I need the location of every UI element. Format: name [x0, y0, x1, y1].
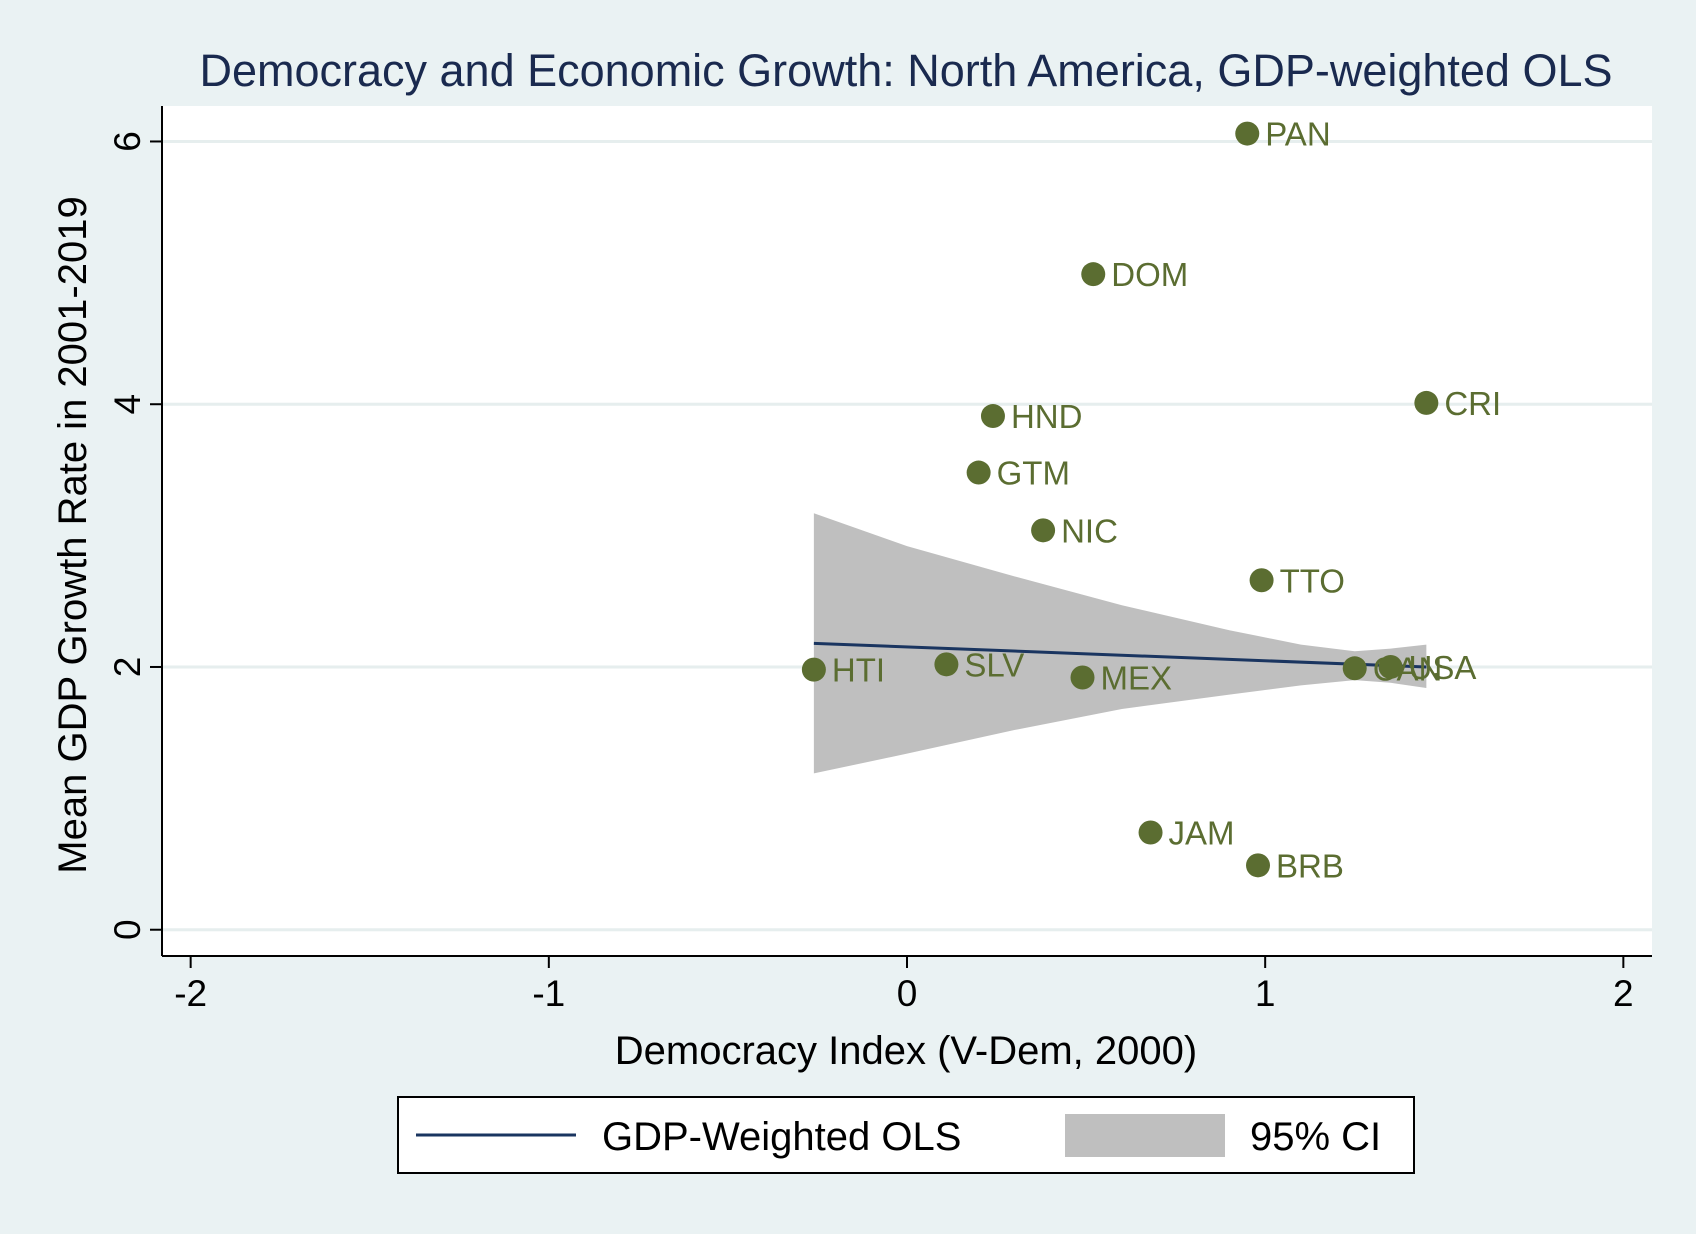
legend: GDP-Weighted OLS 95% CI — [397, 1096, 1415, 1174]
axes: 0 2 4 6 -2 -1 0 1 2 — [107, 106, 1652, 1014]
point-label-tto: TTO — [1280, 562, 1345, 599]
point-label-hnd: HND — [1011, 398, 1083, 435]
point-gtm — [966, 460, 991, 485]
x-tick-label-1: 1 — [1255, 973, 1276, 1014]
point-slv — [934, 652, 959, 677]
x-tick-label--2: -2 — [174, 973, 207, 1014]
legend-label-ci: 95% CI — [1250, 1115, 1381, 1159]
chart-title: Democracy and Economic Growth: North Ame… — [199, 45, 1612, 96]
y-tick-label-0: 0 — [107, 919, 148, 940]
point-pan — [1235, 121, 1260, 146]
point-label-slv: SLV — [964, 646, 1024, 683]
point-nic — [1031, 518, 1056, 543]
point-label-brb: BRB — [1276, 847, 1344, 884]
ci-band-group — [813, 513, 1427, 774]
point-label-usa: USA — [1409, 649, 1477, 686]
x-tick-label--1: -1 — [532, 973, 565, 1014]
point-brb — [1246, 853, 1271, 878]
point-label-cri: CRI — [1444, 385, 1501, 422]
point-label-nic: NIC — [1061, 512, 1118, 549]
point-label-dom: DOM — [1111, 256, 1188, 293]
ci-band — [813, 513, 1427, 774]
point-label-pan: PAN — [1265, 116, 1330, 153]
point-dom — [1081, 262, 1106, 287]
point-hnd — [980, 404, 1005, 429]
point-can — [1342, 656, 1367, 681]
x-axis-title: Democracy Index (V-Dem, 2000) — [615, 1029, 1197, 1073]
plot-area — [162, 106, 1652, 956]
point-hti — [801, 657, 826, 682]
point-jam — [1138, 820, 1163, 845]
y-tick-label-6: 6 — [107, 131, 148, 152]
point-cri — [1414, 390, 1439, 415]
fit-line-group — [813, 641, 1427, 669]
point-label-gtm: GTM — [997, 455, 1070, 492]
point-mex — [1070, 665, 1095, 690]
point-usa — [1378, 654, 1403, 679]
point-label-mex: MEX — [1101, 659, 1173, 696]
point-label-jam: JAM — [1169, 815, 1235, 852]
x-tick-label-2: 2 — [1613, 973, 1634, 1014]
y-tick-label-2: 2 — [107, 657, 148, 678]
legend-ci-swatch — [1065, 1114, 1225, 1157]
fit-line — [813, 641, 1427, 669]
y-tick-label-4: 4 — [107, 394, 148, 415]
y-axis-title: Mean GDP Growth Rate in 2001-2019 — [51, 196, 95, 873]
point-label-hti: HTI — [832, 652, 885, 689]
legend-label-ols: GDP-Weighted OLS — [602, 1115, 961, 1159]
point-tto — [1249, 568, 1274, 593]
x-tick-label-0: 0 — [897, 973, 918, 1014]
